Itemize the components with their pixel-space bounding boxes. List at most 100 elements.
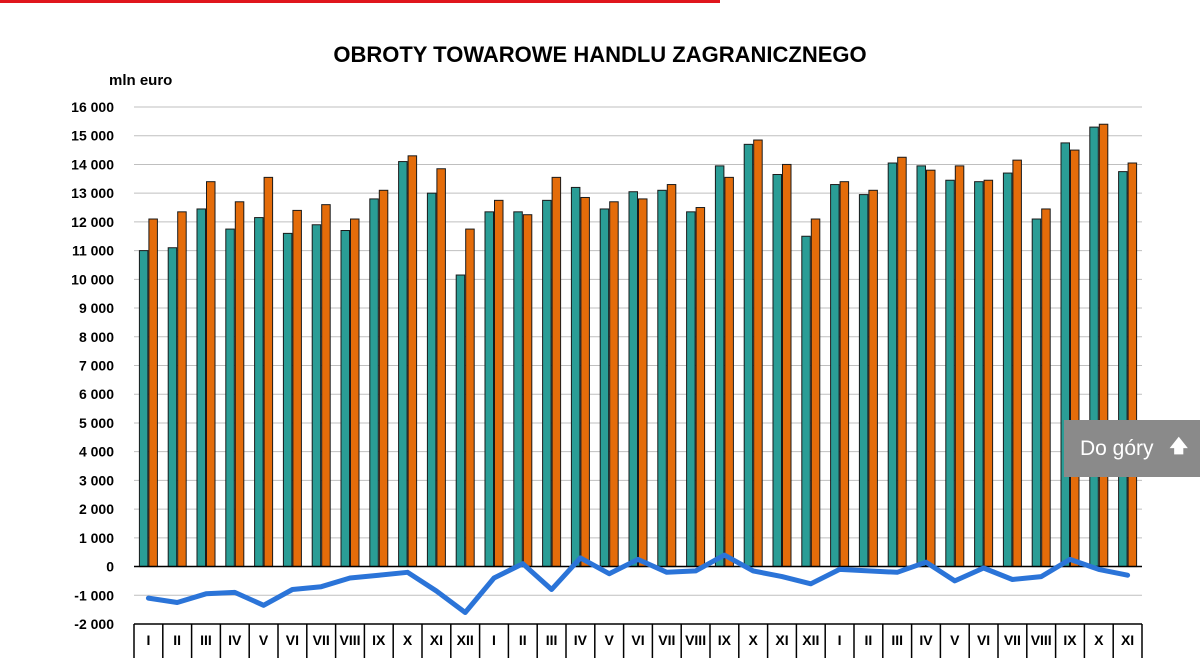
bar-imports	[638, 198, 648, 568]
x-tick-label: X	[749, 632, 759, 648]
balance-point	[263, 604, 265, 606]
balance-point	[407, 571, 409, 573]
balance-point	[579, 557, 581, 559]
bar-imports	[234, 201, 245, 568]
x-tick-label: IV	[574, 632, 588, 648]
balance-point	[320, 586, 322, 588]
back-to-top-label: Do góry	[1080, 436, 1154, 460]
x-tick-label: I	[838, 632, 842, 648]
bar-exports	[772, 173, 782, 568]
bar-imports	[1041, 208, 1051, 568]
y-axis-unit-label: mln euro	[109, 72, 173, 89]
balance-point	[666, 571, 668, 573]
balance-point	[147, 597, 149, 599]
balance-point	[839, 568, 841, 570]
bar-imports	[148, 218, 158, 568]
x-tick-label: IX	[1063, 632, 1077, 648]
balance-point	[234, 591, 236, 593]
bar-imports	[695, 207, 706, 568]
balance-point	[493, 577, 495, 579]
bar-imports	[609, 201, 619, 568]
bar-exports	[743, 143, 754, 568]
bar-imports	[436, 168, 446, 568]
bar-exports	[484, 211, 494, 568]
bar-imports	[983, 179, 994, 568]
bar-exports	[1118, 171, 1128, 568]
y-tick-label: 14 000	[71, 156, 114, 172]
x-tick-label: II	[865, 632, 873, 648]
bar-exports	[340, 230, 350, 568]
x-tick-label: III	[546, 632, 558, 648]
y-tick-label: 1 000	[79, 530, 114, 546]
bar-imports	[407, 155, 418, 568]
bar-exports	[1031, 218, 1042, 568]
bar-imports	[350, 218, 360, 568]
balance-point	[1011, 578, 1013, 580]
bar-exports	[945, 179, 955, 568]
bar-imports	[1127, 162, 1138, 568]
x-tick-label: XII	[802, 632, 819, 648]
bar-exports	[830, 184, 840, 568]
balance-point	[1069, 558, 1071, 560]
x-tick-label: VIII	[339, 632, 360, 648]
balance-point	[176, 601, 178, 603]
balance-point	[349, 577, 351, 579]
x-tick-label: IX	[372, 632, 386, 648]
bar-exports	[513, 211, 523, 568]
bar-exports	[138, 250, 149, 568]
bar-exports	[628, 191, 638, 568]
bar-imports	[666, 184, 677, 568]
bar-imports	[206, 181, 216, 568]
y-tick-label: 12 000	[71, 214, 114, 230]
balance-point	[723, 554, 725, 556]
bar-imports	[810, 218, 821, 568]
arrow-up-icon: 🡅	[1169, 435, 1189, 456]
x-tick-label: X	[403, 632, 413, 648]
x-tick-label: VII	[658, 632, 675, 648]
bar-imports	[926, 169, 936, 568]
bar-exports	[1060, 142, 1070, 568]
balance-point	[522, 563, 524, 565]
balance-point	[781, 576, 783, 578]
balance-point	[378, 574, 380, 576]
bar-exports	[686, 211, 696, 568]
balance-point	[1127, 574, 1129, 576]
bar-exports	[167, 247, 178, 568]
y-tick-label: 7 000	[79, 358, 114, 374]
bar-imports	[954, 165, 965, 568]
y-tick-label: 2 000	[79, 501, 114, 517]
balance-point	[867, 570, 869, 572]
bar-exports	[196, 208, 206, 568]
bar-exports	[1002, 172, 1013, 568]
bar-exports	[599, 208, 610, 568]
top-accent-bar	[0, 0, 720, 3]
balance-point	[695, 570, 697, 572]
bar-imports	[724, 176, 734, 568]
balance-point	[551, 589, 553, 591]
x-tick-label: XII	[457, 632, 474, 648]
bar-imports	[868, 189, 878, 568]
bar-exports	[369, 198, 379, 568]
x-tick-label: V	[605, 632, 615, 648]
balance-point	[1040, 576, 1042, 578]
x-tick-label: XI	[775, 632, 788, 648]
balance-point	[983, 567, 985, 569]
x-tick-label: XI	[1121, 632, 1134, 648]
bar-imports	[378, 189, 389, 568]
bar-imports	[494, 199, 504, 568]
balance-point	[435, 590, 437, 592]
bar-exports	[426, 192, 437, 568]
balance-point	[608, 573, 610, 575]
balance-point	[752, 570, 754, 572]
y-tick-label: 10 000	[71, 271, 114, 287]
balance-point	[637, 558, 639, 560]
x-tick-label: VI	[631, 632, 644, 648]
x-tick-label: VI	[286, 632, 299, 648]
bar-imports	[321, 204, 331, 568]
balance-point	[896, 571, 898, 573]
bar-exports	[570, 186, 581, 568]
y-tick-label: 15 000	[71, 128, 114, 144]
back-to-top-button[interactable]: Do góry 🡅	[1064, 420, 1200, 477]
bar-imports	[465, 228, 475, 568]
bar-imports	[1012, 159, 1022, 568]
